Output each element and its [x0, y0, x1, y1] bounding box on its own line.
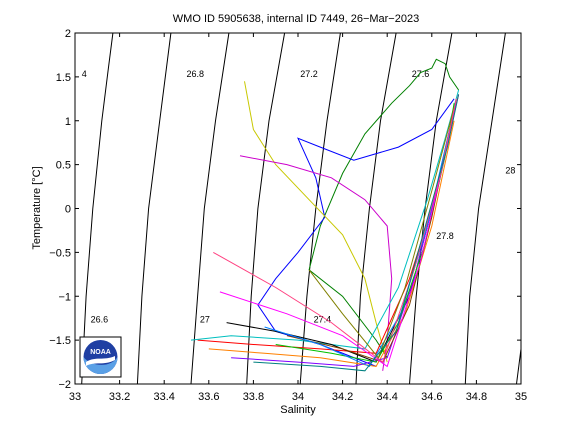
contour-label-bg	[196, 314, 214, 326]
noaa-logo: NOAA	[79, 336, 122, 378]
y-tick-label: 0.5	[56, 160, 71, 172]
density-contour-27.8	[464, 32, 506, 385]
contour-label-1: 26.8	[187, 69, 205, 79]
density-contour-26.6	[136, 32, 172, 385]
profile-line-2	[244, 81, 388, 363]
contour-label-3: 27.6	[412, 69, 430, 79]
x-tick-label: 34.6	[421, 391, 442, 403]
x-tick-label: 33	[69, 391, 81, 403]
y-axis-title: Temperature [°C]	[31, 166, 43, 249]
contour-label-bg	[78, 68, 91, 80]
contour-label-bg	[297, 68, 326, 80]
profile-line-15	[253, 94, 460, 372]
x-tick-label: 33.2	[109, 391, 130, 403]
density-contour-labels: 4 26.8 27.2 27.6 28 27.8 27.4 27 26.6	[78, 68, 520, 326]
density-contours	[81, 32, 522, 385]
contour-label-bg	[87, 314, 116, 326]
contour-label-6: 27.4	[314, 315, 332, 325]
y-tick-label: 1	[65, 116, 71, 128]
y-axis-ticks: −2 −1.5 −1 −0.5 0 0.5 1 1.5 2	[49, 28, 521, 391]
contour-label-bg	[310, 314, 339, 326]
x-tick-label: 33.8	[243, 391, 264, 403]
x-tick-label: 35	[515, 391, 527, 403]
plot-area: 4 26.8 27.2 27.6 28 27.8 27.4 27 26.6 33 33.2 33.4…	[49, 28, 527, 403]
density-contour-26.4	[81, 32, 114, 385]
contour-label-5: 27.8	[436, 231, 454, 241]
contour-label-0: 4	[82, 69, 87, 79]
x-tick-label: 33.6	[198, 391, 219, 403]
x-axis-title: Salinity	[280, 404, 316, 416]
y-tick-label: 1.5	[56, 72, 71, 84]
contour-label-2: 27.2	[300, 69, 318, 79]
profile-line-3	[239, 155, 393, 371]
y-tick-label: −1.5	[49, 335, 71, 347]
x-axis-ticks: 33 33.2 33.4 33.6 33.8 34 34.2 34.4 34.6 34.8 35	[69, 33, 527, 403]
profile-line-14	[213, 98, 457, 363]
density-contour-27.6	[409, 32, 453, 385]
density-contour-28	[516, 348, 522, 385]
profile-line-13	[308, 107, 455, 359]
contour-label-7: 27	[200, 315, 210, 325]
density-contour-27.2	[299, 32, 341, 385]
chart-title: WMO ID 5905638, internal ID 7449, 26−Mar…	[173, 13, 419, 25]
density-contour-26.8	[190, 32, 230, 385]
contour-label-4: 28	[505, 165, 515, 175]
contour-label-bg	[408, 68, 437, 80]
profile-line-0	[308, 58, 460, 358]
x-tick-label: 34.4	[376, 391, 397, 403]
x-tick-label: 34.2	[332, 391, 353, 403]
density-contour-27	[246, 32, 286, 385]
profile-series	[190, 58, 460, 372]
profile-line-7	[208, 120, 455, 367]
x-tick-label: 34	[292, 391, 304, 403]
x-tick-label: 33.4	[153, 391, 174, 403]
y-tick-label: 0	[65, 204, 71, 216]
profile-line-1	[257, 98, 455, 367]
density-contour-27.4	[355, 32, 397, 385]
noaa-logo-wave	[83, 357, 118, 374]
profile-line-10	[286, 120, 453, 363]
contour-label-bg	[183, 68, 212, 80]
contour-label-8: 26.6	[91, 315, 109, 325]
noaa-logo-gull	[86, 356, 115, 366]
x-tick-label: 34.8	[466, 391, 487, 403]
contour-label-bg	[433, 231, 462, 243]
y-tick-label: −0.5	[49, 247, 71, 259]
y-tick-label: 2	[65, 28, 71, 40]
noaa-logo-text: NOAA	[90, 349, 111, 356]
plot-background	[75, 33, 521, 384]
contour-label-bg	[502, 165, 520, 177]
y-tick-label: −2	[58, 379, 71, 391]
y-tick-label: −1	[58, 291, 71, 303]
profile-line-5	[190, 89, 460, 350]
